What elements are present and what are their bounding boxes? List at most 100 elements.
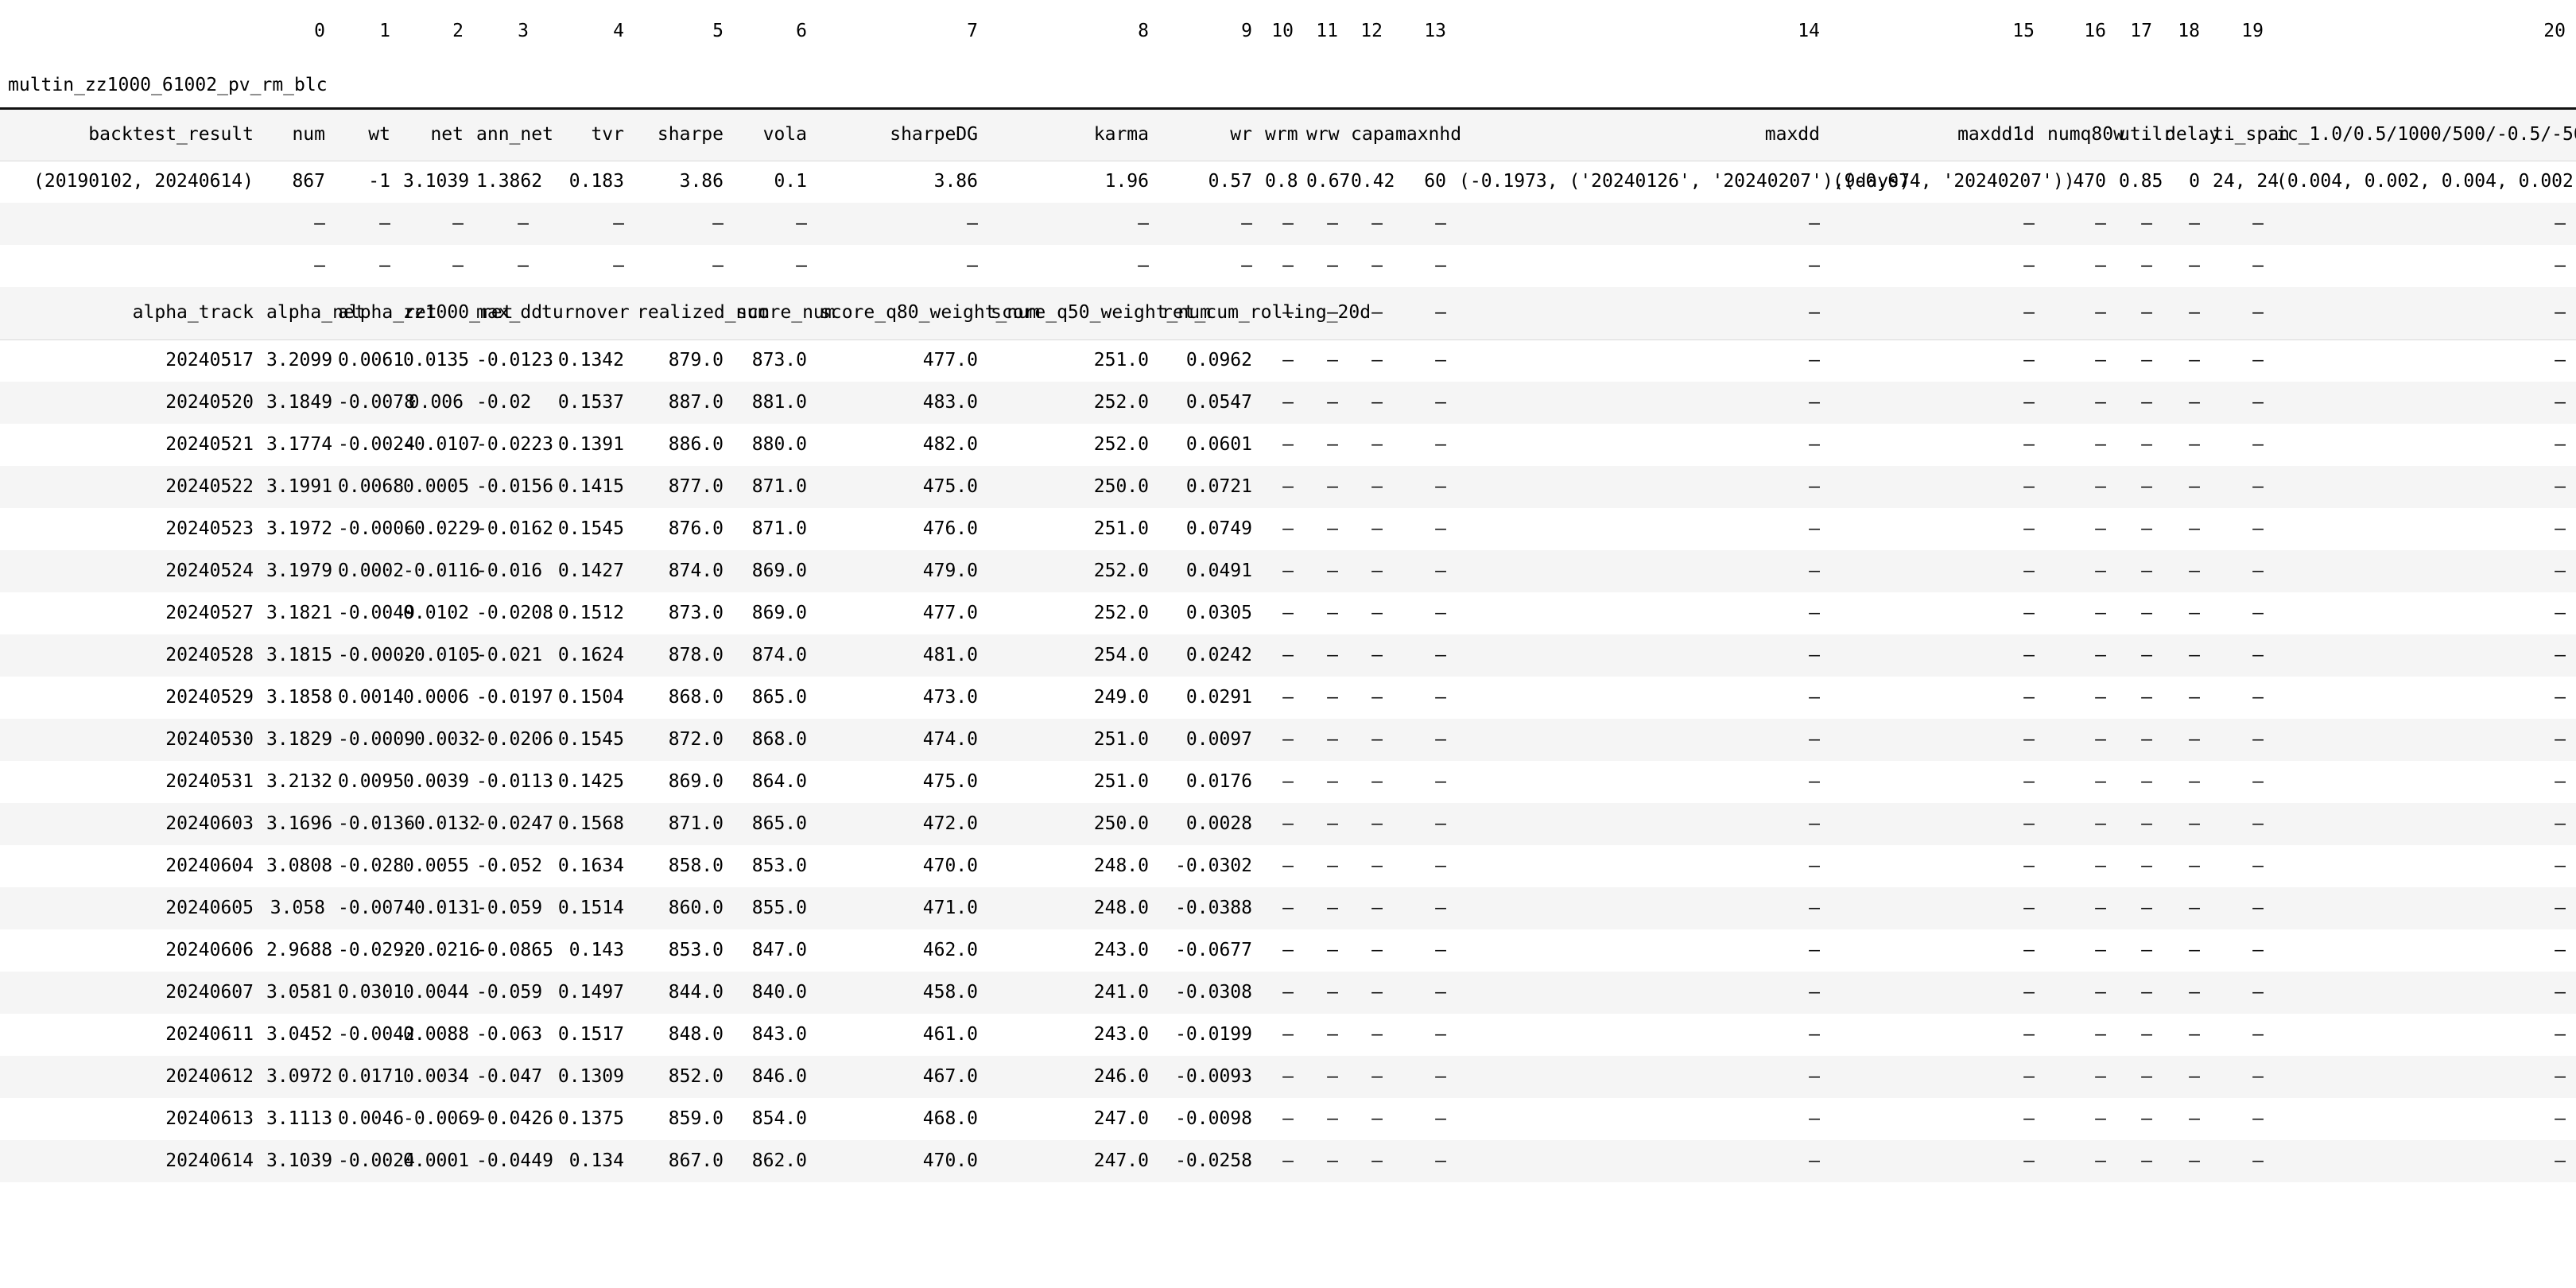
cell-capa: — <box>1351 245 1395 287</box>
cell-realized_num: 876.0 <box>637 508 736 550</box>
colnum-11: 11 <box>1316 20 1338 41</box>
cell-max_dd: -0.047 <box>476 1056 542 1098</box>
summary-col-delay: delay <box>2165 107 2220 161</box>
cell-missing-18: — <box>2119 719 2165 761</box>
detail-col-score_q50_weight_num: score_q50_weight_num <box>991 287 1211 340</box>
cell-missing-17: — <box>2047 592 2119 634</box>
cell-missing-20: — <box>2213 1098 2276 1140</box>
cell-missing-21: — <box>2276 424 2576 466</box>
cell-zz1000_ret: -0.0032 <box>403 719 480 761</box>
cell-zz1000_ret: 0.0055 <box>403 845 476 887</box>
cell-missing-11: — <box>1265 382 1306 424</box>
cell-missing-13: — <box>1351 761 1395 803</box>
cell-alpha_ret: -0.0292 <box>338 929 415 972</box>
cell-missing-19: — <box>2165 550 2213 592</box>
colnum-20: 20 <box>2543 20 2566 41</box>
cell-missing-18: — <box>2119 1140 2165 1182</box>
cell-missing-14: — <box>1395 424 1459 466</box>
cell-score_q80_weight_num: 475.0 <box>820 466 991 508</box>
cell-missing-15: — <box>1459 634 1833 677</box>
detail-col-blank-12: — <box>1306 287 1351 340</box>
table-row: 20240520 3.1849 -0.0078 0.006 -0.02 0.1537 887… <box>0 382 2576 424</box>
cell-turnover: 0.1545 <box>541 508 637 550</box>
cell-maxdd: — <box>1459 203 1833 245</box>
cell-score_q50_weight_num: 250.0 <box>991 466 1162 508</box>
cell-missing-18: — <box>2119 845 2165 887</box>
cell-max_dd: -0.059 <box>476 972 542 1014</box>
cell-missing-17: — <box>2047 719 2119 761</box>
cell-missing-17: — <box>2047 972 2119 1014</box>
cell-missing-19: — <box>2165 761 2213 803</box>
cell-score_q80_weight_num: 470.0 <box>820 845 991 887</box>
cell-alpha_ret: -0.0002 <box>338 634 415 677</box>
cell-missing-17: — <box>2047 929 2119 972</box>
cell-alpha_ret: 0.0002 <box>338 550 404 592</box>
cell-missing-13: — <box>1351 719 1395 761</box>
cell-missing-14: — <box>1395 592 1459 634</box>
cell-missing-15: — <box>1459 929 1833 972</box>
cell-score_q50_weight_num: 241.0 <box>991 972 1162 1014</box>
cell-karma: 1.96 <box>991 161 1162 203</box>
cell-maxnhd: 60 <box>1395 161 1459 203</box>
cell-missing-20: — <box>2213 803 2276 845</box>
detail-col-blank-20: — <box>2213 287 2276 340</box>
cell-max_dd: -0.0247 <box>476 803 553 845</box>
cell-max_dd: -0.0206 <box>476 719 553 761</box>
cell-alpha_ret: 0.0061 <box>338 339 404 382</box>
cell-ret_cum_rolling_20d: 0.0749 <box>1162 508 1265 550</box>
cell-karma: — <box>991 245 1162 287</box>
cell-alpha_track: 20240520 <box>0 382 266 424</box>
cell-alpha_track: 20240531 <box>0 761 266 803</box>
cell-max_dd: -0.0197 <box>476 677 553 719</box>
cell-realized_num: 858.0 <box>637 845 736 887</box>
summary-col-ti_span: ti_span <box>2213 107 2290 161</box>
cell-missing-18: — <box>2119 887 2165 929</box>
cell-missing-21: — <box>2276 1056 2576 1098</box>
cell-score_q50_weight_num: 247.0 <box>991 1098 1162 1140</box>
cell-max_dd: -0.063 <box>476 1014 542 1056</box>
cell-missing-20: — <box>2213 677 2276 719</box>
table-row: 20240524 3.1979 0.0002 -0.0116 -0.016 0.1427 8… <box>0 550 2576 592</box>
cell-sharpeDG: 3.86 <box>820 161 991 203</box>
cell-score_num: 880.0 <box>736 424 820 466</box>
cell-missing-17: — <box>2047 803 2119 845</box>
table-row: 20240530 3.1829 -0.0009 -0.0032 -0.0206 0.154… <box>0 719 2576 761</box>
cell-alpha_net: 3.058 <box>266 887 338 929</box>
cell-alpha_ret: 0.0014 <box>338 677 404 719</box>
table-row: 20240604 3.0808 -0.028 0.0055 -0.052 0.1634 85… <box>0 845 2576 887</box>
cell-missing-13: — <box>1351 803 1395 845</box>
cell-missing-17: — <box>2047 634 2119 677</box>
cell-alpha_net: 3.1821 <box>266 592 338 634</box>
cell-missing-12: — <box>1306 634 1351 677</box>
cell-alpha_net: 3.2099 <box>266 339 338 382</box>
cell-missing-20: — <box>2213 972 2276 1014</box>
colnum-9: 9 <box>1241 20 1252 41</box>
cell-missing-20: — <box>2213 466 2276 508</box>
colnum-19: 19 <box>2241 20 2264 41</box>
cell-missing-12: — <box>1306 424 1351 466</box>
cell-missing-19: — <box>2165 1056 2213 1098</box>
table-row: 20240529 3.1858 0.0014 0.0006 -0.0197 0.1504 8… <box>0 677 2576 719</box>
cell-missing-14: — <box>1395 929 1459 972</box>
cell-missing-16: — <box>1833 1056 2047 1098</box>
detail-col-turnover: turnover <box>541 287 637 340</box>
cell-score_q50_weight_num: 252.0 <box>991 592 1162 634</box>
cell-realized_num: 867.0 <box>637 1140 736 1182</box>
page-title: multin_zz1000_61002_pv_rm_blc <box>8 75 328 96</box>
cell-missing-19: — <box>2165 634 2213 677</box>
cell-turnover: 0.1504 <box>541 677 637 719</box>
cell-missing-11: — <box>1265 972 1306 1014</box>
cell-score_num: 871.0 <box>736 508 820 550</box>
cell-missing-11: — <box>1265 887 1306 929</box>
cell-score_q50_weight_num: 252.0 <box>991 424 1162 466</box>
cell-missing-11: — <box>1265 845 1306 887</box>
cell-alpha_net: 3.1774 <box>266 424 338 466</box>
column-number-row: 0 1 2 3 4 5 6 7 8 9 10 11 12 13 14 15 16… <box>0 0 2576 49</box>
cell-missing-21: — <box>2276 592 2576 634</box>
cell-missing-18: — <box>2119 592 2165 634</box>
cell-missing-14: — <box>1395 972 1459 1014</box>
cell-capa: 0.42 <box>1351 161 1395 203</box>
colnum-7: 7 <box>967 20 978 41</box>
dataframe-table: 0 1 2 3 4 5 6 7 8 9 10 11 12 13 14 15 16… <box>0 0 2576 1182</box>
cell-missing-12: — <box>1306 592 1351 634</box>
